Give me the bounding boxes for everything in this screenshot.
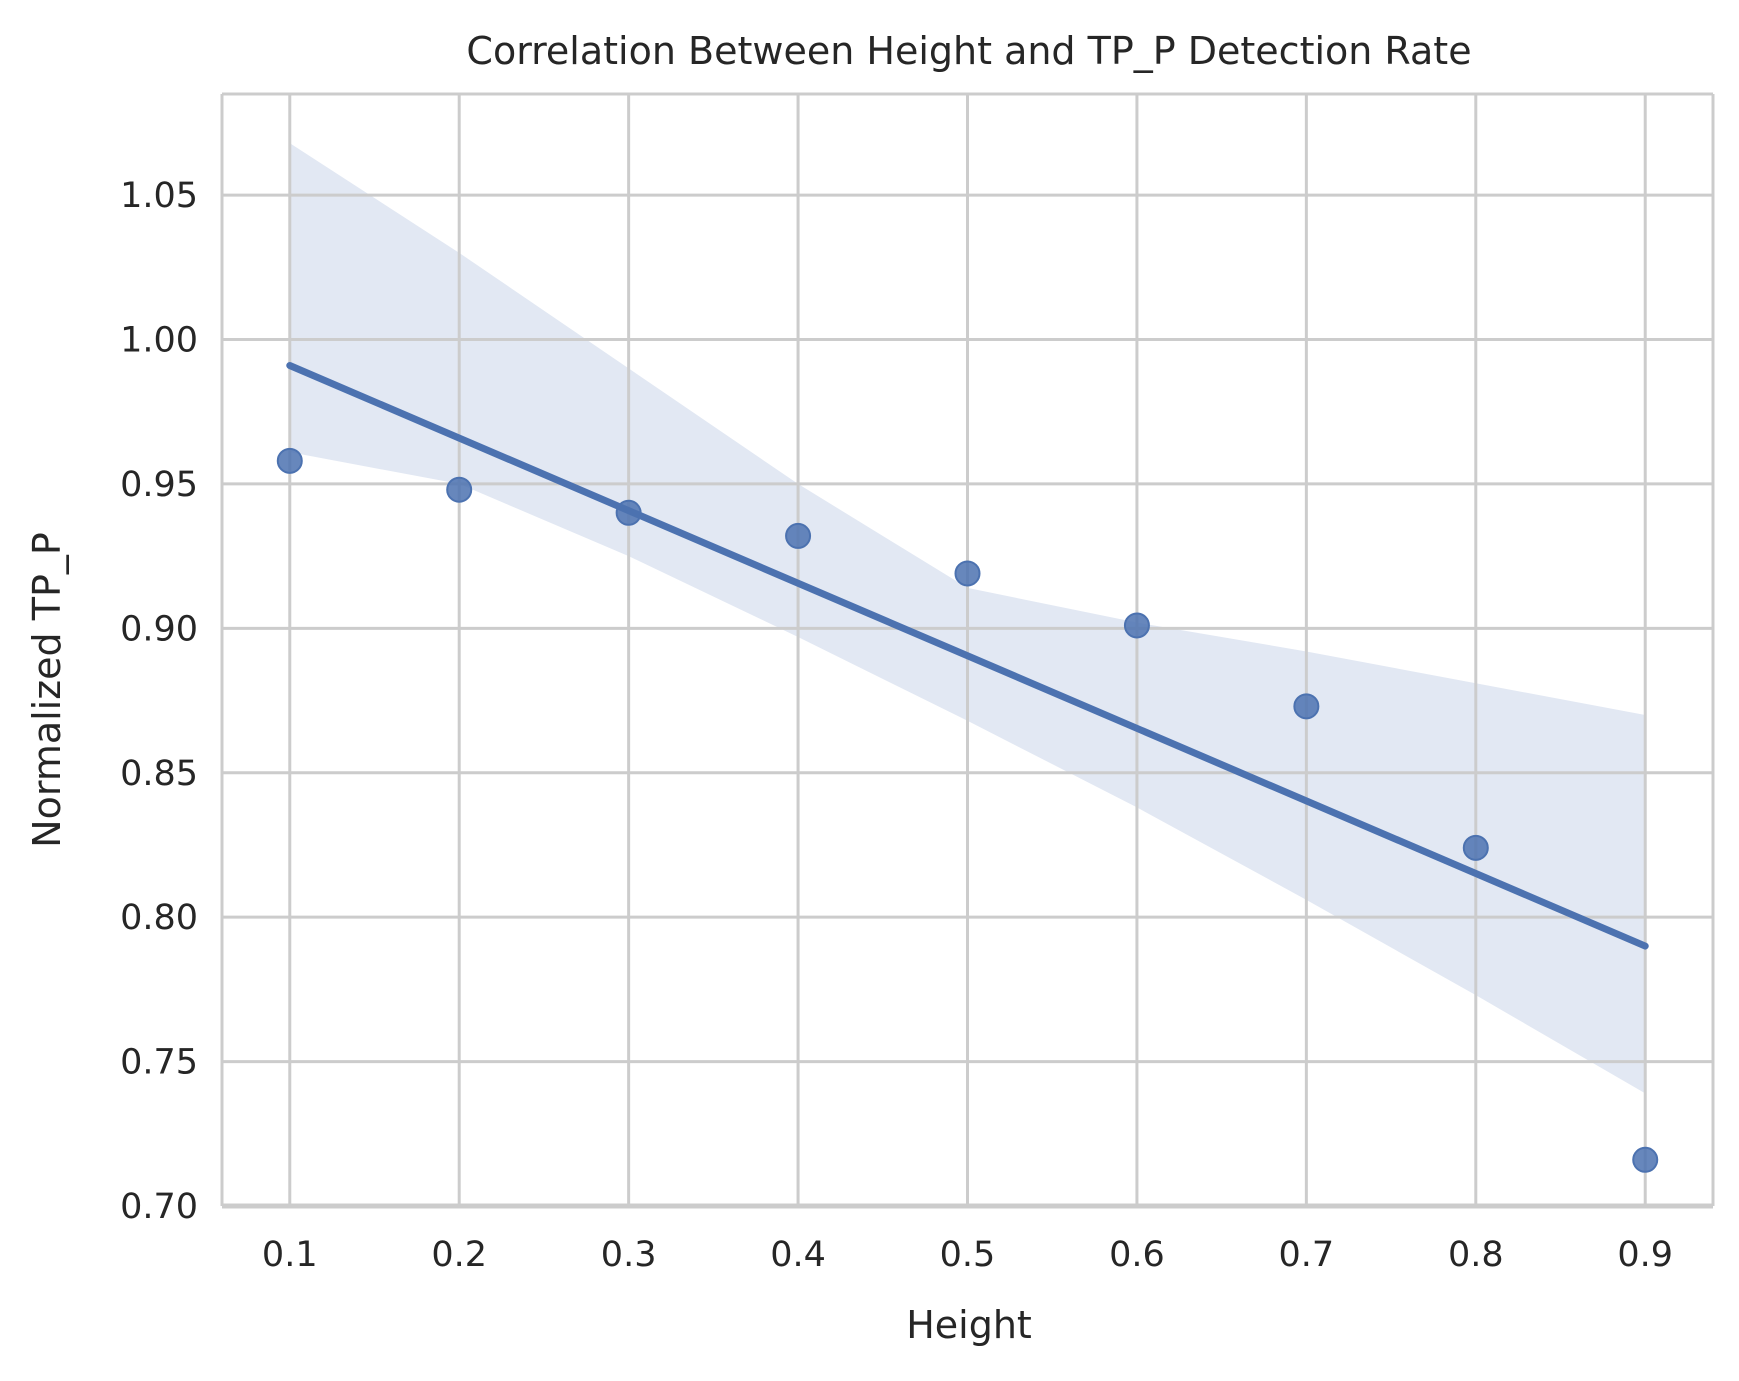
chart-title: Correlation Between Height and TP_P Dete… [466,29,1471,73]
y-tick-label: 0.95 [120,465,198,505]
y-tick-label: 0.90 [120,609,198,649]
y-tick-label: 1.00 [120,321,198,361]
y-tick-label: 0.75 [120,1043,198,1083]
data-point [954,560,981,587]
data-point [785,522,812,549]
x-tick-label: 0.9 [1617,1235,1673,1275]
x-tick-label: 0.3 [601,1235,657,1275]
x-tick-label: 0.4 [770,1235,826,1275]
data-point [1462,834,1489,861]
data-point [615,499,642,526]
data-point [446,476,473,503]
axes-frame [220,92,1715,1209]
y-tick-label: 1.05 [120,176,198,216]
x-tick-label: 0.8 [1448,1235,1504,1275]
data-point [1632,1146,1659,1173]
data-point [276,447,303,474]
data-point [1123,612,1150,639]
x-tick-label: 0.1 [262,1235,318,1275]
x-tick-labels: 0.1 0.2 0.3 0.4 0.5 0.6 0.7 0.8 0.9 [262,1235,1673,1275]
y-axis-label: Normalized TP_P [25,532,69,848]
x-tick-label: 0.6 [1109,1235,1165,1275]
data-points-layer [276,447,1659,1173]
y-tick-label: 0.70 [120,1187,198,1227]
x-tick-label: 0.2 [431,1235,487,1275]
y-tick-label: 0.80 [120,898,198,938]
data-point [1293,693,1320,720]
x-axis-label: Height [906,1303,1032,1347]
regression-line [286,362,1649,950]
y-tick-labels: 0.70 0.75 0.80 0.85 0.90 0.95 1.00 1.05 [120,176,198,1227]
x-tick-label: 0.5 [940,1235,996,1275]
x-tick-label: 0.7 [1279,1235,1335,1275]
regression-line-layer [286,362,1649,950]
y-tick-label: 0.85 [120,754,198,794]
